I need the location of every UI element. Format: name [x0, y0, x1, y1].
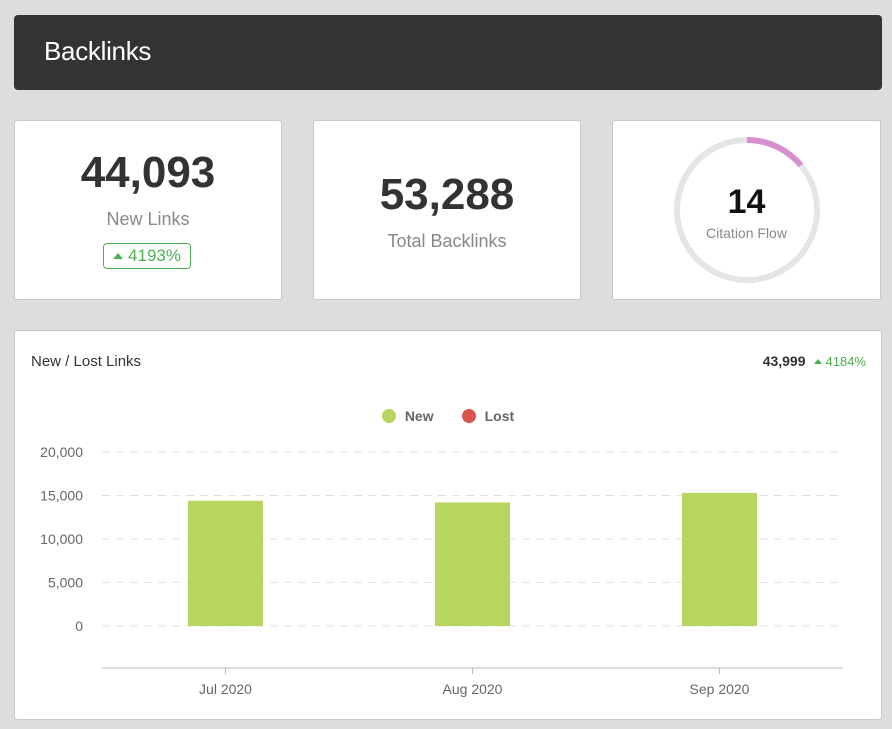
- total-backlinks-label: Total Backlinks: [387, 231, 507, 251]
- new-lost-links-chart: 0 5,000 10,000 15,000 20,000 Jul 2020 Aug 2020…: [40, 444, 843, 697]
- x-tick-label: Jul 2020: [199, 681, 252, 697]
- y-tick-label: 20,000: [40, 444, 83, 460]
- arrow-up-icon: [813, 358, 822, 364]
- page-header: Backlinks: [14, 15, 882, 90]
- total-backlinks-card: 53,288 Total Backlinks: [313, 120, 581, 300]
- y-tick-label: 0: [75, 618, 83, 634]
- citation-flow-card: 14 Citation Flow: [612, 120, 881, 300]
- legend-item-new[interactable]: New: [381, 408, 434, 424]
- total-backlinks-value: 53,288: [379, 170, 515, 219]
- legend-dot-lost: [461, 409, 476, 423]
- legend-item-lost[interactable]: Lost: [461, 408, 515, 424]
- chart-legend: New Lost: [15, 408, 881, 424]
- citation-flow-value: 14: [727, 183, 766, 221]
- new-links-label: New Links: [106, 209, 190, 229]
- bar-new: [682, 492, 757, 626]
- new-links-card: 44,093 New Links 4193%: [14, 120, 282, 300]
- page-title: Backlinks: [44, 36, 152, 66]
- y-tick-label: 10,000: [40, 531, 83, 547]
- citation-flow-gauge: [674, 137, 820, 283]
- new-links-value: 44,093: [80, 148, 216, 197]
- new-lost-links-panel: 0 5,000 10,000 15,000 20,000 Jul 2020 Aug 2020…: [14, 330, 882, 720]
- chart-summary-value: 43,999: [762, 353, 806, 369]
- bar-new: [188, 500, 263, 626]
- citation-flow-label: Citation Flow: [706, 225, 787, 241]
- y-tick-label: 5,000: [48, 575, 83, 591]
- legend-dot-new: [381, 409, 396, 423]
- new-links-delta-badge: 4193%: [103, 243, 191, 269]
- legend-label-lost: Lost: [484, 408, 515, 424]
- arrow-up-icon: [113, 253, 124, 259]
- gauge-fill: [674, 137, 820, 283]
- bar-new: [435, 502, 510, 626]
- y-tick-label: 15,000: [40, 488, 83, 504]
- chart-summary-delta-value: 4184%: [825, 353, 866, 369]
- x-tick-label: Sep 2020: [690, 681, 750, 697]
- legend-label-new: New: [404, 408, 434, 424]
- chart-summary-delta: 4184%: [813, 353, 866, 369]
- chart-title: New / Lost Links: [31, 353, 142, 370]
- new-links-delta: 4193%: [128, 246, 181, 265]
- chart-summary: 43,999 4184%: [763, 353, 866, 369]
- x-tick-label: Aug 2020: [443, 681, 503, 697]
